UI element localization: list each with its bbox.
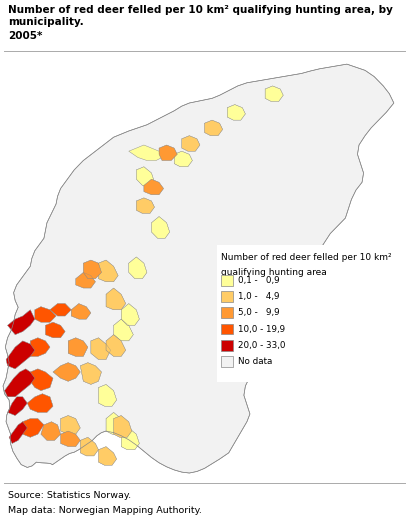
Polygon shape (76, 272, 95, 288)
Polygon shape (99, 385, 117, 406)
Polygon shape (53, 362, 80, 382)
Polygon shape (4, 369, 35, 397)
Polygon shape (265, 86, 283, 101)
Polygon shape (106, 413, 124, 434)
Polygon shape (35, 307, 56, 322)
Polygon shape (45, 322, 65, 338)
Polygon shape (6, 341, 35, 369)
Bar (221, 324, 233, 334)
Text: 1,0 -   4,9: 1,0 - 4,9 (238, 292, 279, 301)
Text: qualifying hunting area: qualifying hunting area (221, 268, 327, 278)
Polygon shape (136, 198, 155, 214)
Bar (221, 275, 233, 285)
Polygon shape (9, 422, 27, 444)
Polygon shape (106, 288, 126, 310)
Polygon shape (80, 362, 101, 385)
Polygon shape (114, 416, 132, 437)
Polygon shape (61, 431, 80, 447)
Polygon shape (83, 260, 101, 279)
Polygon shape (30, 338, 50, 356)
Bar (221, 291, 233, 302)
Text: 10,0 - 19,9: 10,0 - 19,9 (238, 325, 285, 333)
Polygon shape (106, 334, 126, 356)
Polygon shape (23, 419, 44, 437)
Bar (221, 356, 233, 367)
Polygon shape (80, 437, 99, 456)
Bar (221, 308, 233, 318)
Polygon shape (144, 179, 164, 195)
Text: 5,0 -   9,9: 5,0 - 9,9 (238, 308, 280, 317)
Polygon shape (8, 310, 35, 334)
Polygon shape (159, 145, 177, 161)
Polygon shape (129, 257, 147, 279)
Polygon shape (151, 217, 170, 238)
Polygon shape (129, 145, 162, 161)
Polygon shape (204, 120, 222, 135)
Polygon shape (174, 151, 192, 167)
Text: 2005*: 2005* (8, 31, 43, 41)
Bar (217, 245, 405, 382)
Polygon shape (8, 397, 27, 416)
Polygon shape (50, 303, 71, 316)
Polygon shape (136, 167, 155, 189)
Polygon shape (114, 319, 133, 341)
Polygon shape (41, 422, 61, 440)
Polygon shape (91, 338, 110, 359)
Polygon shape (3, 64, 394, 473)
Text: 20,0 - 33,0: 20,0 - 33,0 (238, 341, 285, 350)
Polygon shape (121, 303, 139, 325)
Polygon shape (182, 135, 200, 151)
Polygon shape (0, 52, 409, 481)
Bar (221, 340, 233, 351)
Polygon shape (99, 447, 117, 465)
Polygon shape (99, 260, 118, 282)
Text: No data: No data (238, 357, 272, 366)
Polygon shape (61, 416, 80, 434)
Text: Number of red deer felled per 10 km² qualifying hunting area, by municipality.: Number of red deer felled per 10 km² qua… (8, 5, 393, 27)
Polygon shape (227, 104, 245, 120)
Polygon shape (27, 394, 53, 413)
Text: Map data: Norwegian Mapping Authority.: Map data: Norwegian Mapping Authority. (8, 506, 202, 515)
Polygon shape (68, 338, 88, 356)
Text: Source: Statistics Norway.: Source: Statistics Norway. (8, 491, 131, 500)
Polygon shape (71, 303, 91, 319)
Text: Number of red deer felled per 10 km²: Number of red deer felled per 10 km² (221, 253, 391, 263)
Polygon shape (30, 369, 53, 391)
Text: 0,1 -   0,9: 0,1 - 0,9 (238, 276, 280, 285)
Polygon shape (121, 428, 139, 450)
